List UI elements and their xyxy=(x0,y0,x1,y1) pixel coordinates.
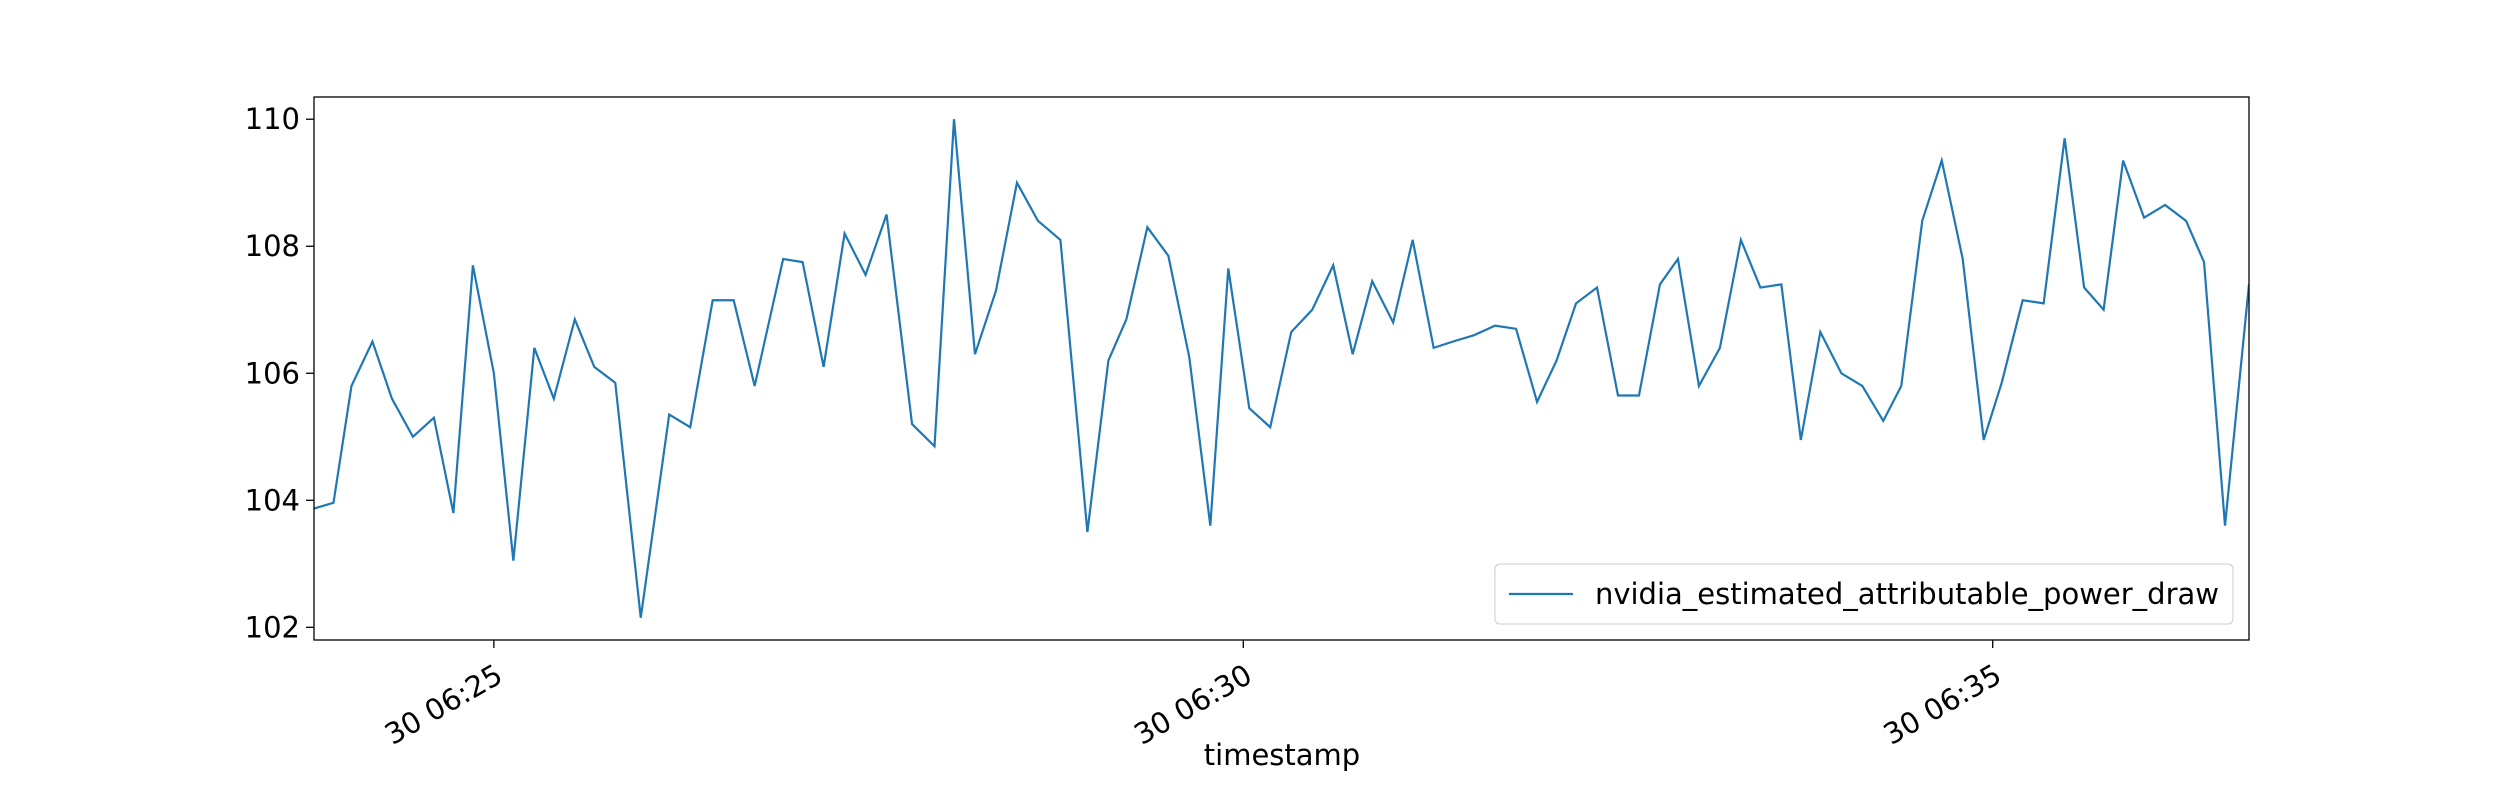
y-tick-label: 102 xyxy=(245,610,300,644)
y-tick-label: 108 xyxy=(245,229,300,263)
legend-box xyxy=(1494,563,2234,625)
x-axis-label: timestamp xyxy=(1204,738,1360,772)
plot-frame xyxy=(313,96,2250,641)
legend-label: nvidia_estimated_attributable_power_draw xyxy=(1595,577,2219,611)
x-tick-label: 30 06:25 xyxy=(379,657,508,751)
data-line xyxy=(314,119,2249,618)
legend: nvidia_estimated_attributable_power_draw xyxy=(1494,563,2234,625)
y-tick-label: 106 xyxy=(245,356,300,390)
y-tick-label: 104 xyxy=(245,483,300,517)
y-tick-label: 110 xyxy=(245,102,300,136)
x-tick-label: 30 06:35 xyxy=(1878,657,2007,751)
